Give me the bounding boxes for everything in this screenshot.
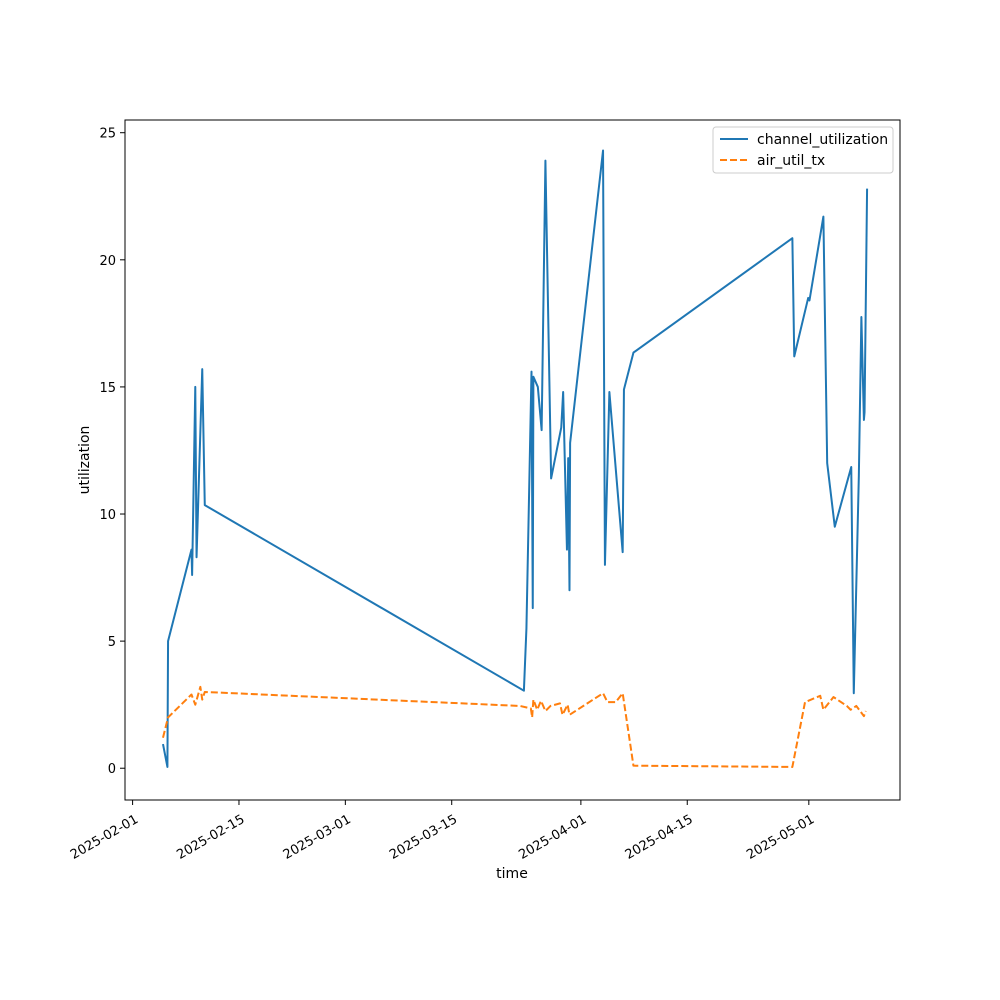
y-tick-label: 5	[108, 635, 116, 650]
series-line-air-util-tx	[162, 685, 867, 768]
plot-frame	[124, 119, 901, 801]
legend: channel_utilization air_util_tx	[712, 126, 894, 174]
legend-box	[712, 126, 894, 174]
y-tick-label: 20	[99, 254, 116, 269]
y-axis: 0 5 10 15 20 25	[99, 127, 125, 777]
y-tick-label: 0	[108, 762, 116, 777]
y-tick-label: 10	[99, 508, 116, 523]
y-tick-label: 15	[99, 381, 116, 396]
y-axis-label: utilization	[77, 426, 93, 495]
series-layer	[162, 149, 869, 768]
legend-label-air-util-tx: air_util_tx	[757, 153, 825, 169]
legend-label-channel-utilization: channel_utilization	[757, 132, 888, 148]
y-tick-label: 25	[99, 127, 116, 142]
x-axis-label: time	[496, 866, 528, 882]
series-line-channel-utilization	[162, 149, 869, 768]
